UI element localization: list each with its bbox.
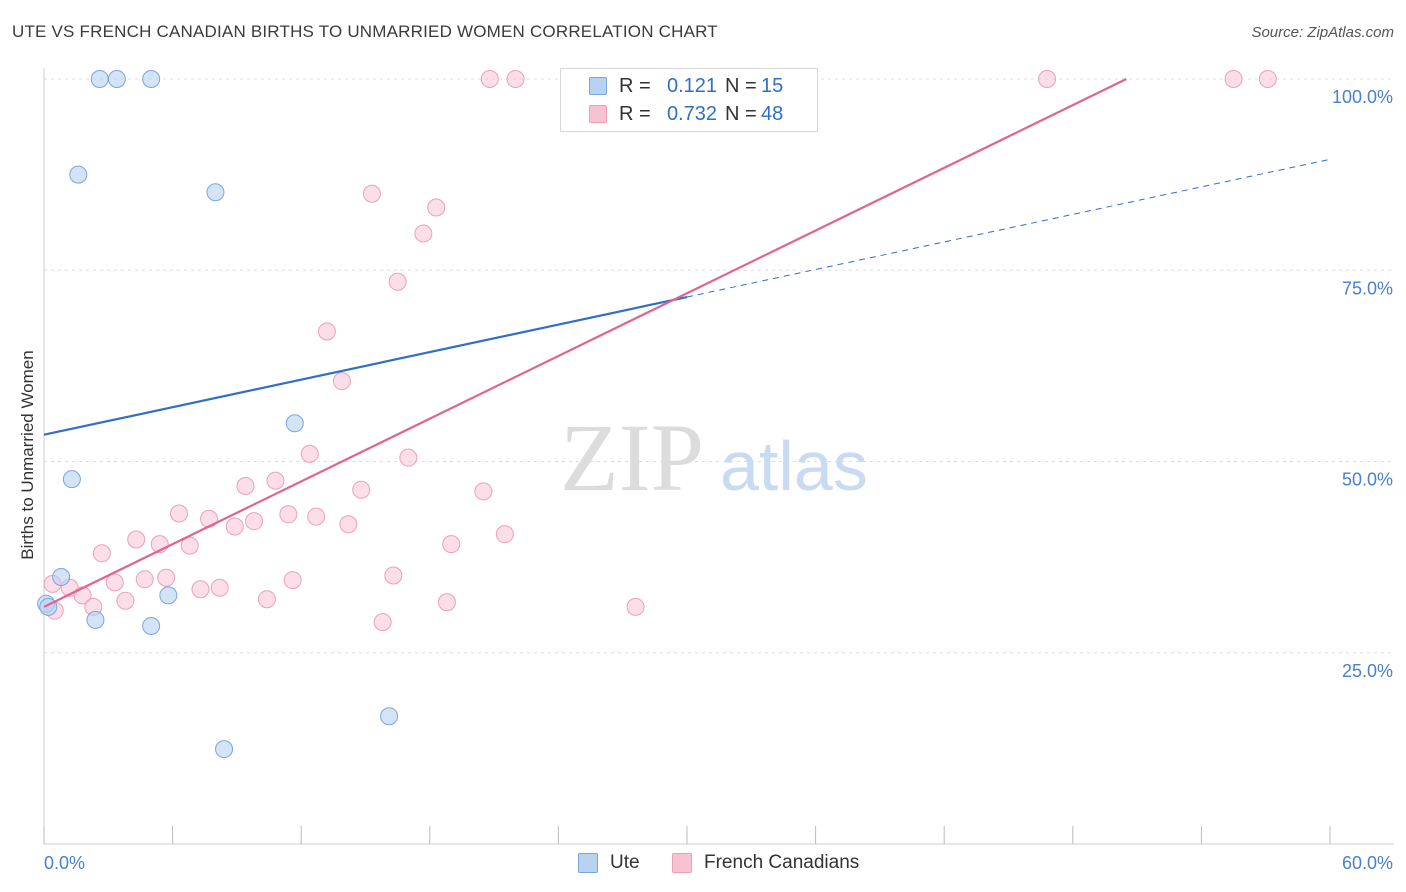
ute-point bbox=[380, 707, 399, 726]
ute-point bbox=[159, 586, 178, 605]
ute-point bbox=[142, 616, 161, 635]
n-value: 48 bbox=[761, 102, 784, 125]
r-label: R = bbox=[619, 102, 651, 125]
french-canadians-point bbox=[495, 525, 514, 544]
legend-row-french-canadians: R = 0.732 N = 48 bbox=[561, 101, 783, 127]
french-canadians-point bbox=[135, 570, 154, 589]
french-canadians-swatch-icon bbox=[672, 853, 692, 873]
chart-title: UTE VS FRENCH CANADIAN BIRTHS TO UNMARRI… bbox=[12, 22, 718, 41]
watermark-atlas: atlas bbox=[720, 427, 868, 505]
french-canadians-point bbox=[427, 198, 446, 217]
series-legend: Ute French Canadians bbox=[0, 852, 1406, 878]
french-canadians-point bbox=[437, 593, 456, 612]
french-canadians-point bbox=[191, 580, 210, 599]
n-label: N = bbox=[725, 74, 757, 97]
legend-item-french-canadians: French Canadians bbox=[672, 852, 859, 874]
french-canadians-point bbox=[180, 536, 199, 555]
french-canadians-point bbox=[225, 517, 244, 536]
french-canadians-point bbox=[317, 322, 336, 341]
french-canadians-point bbox=[339, 515, 358, 534]
french-canadians-point bbox=[1258, 70, 1277, 88]
legend-row-ute: R = 0.121 N = 15 bbox=[561, 73, 783, 99]
french-canadians-point bbox=[352, 480, 371, 499]
ute-point bbox=[206, 183, 225, 202]
y-tick-label: 75.0% bbox=[1342, 278, 1393, 298]
french-canadians-point bbox=[1224, 70, 1243, 88]
ute-trend-extension bbox=[686, 158, 1331, 298]
ute-point bbox=[86, 610, 105, 629]
ute-point bbox=[62, 470, 81, 489]
french-canadians-point bbox=[626, 597, 645, 616]
tick-label-layer: 25.0% 50.0% 75.0% 100.0% 0.0% 60.0% bbox=[44, 87, 1393, 873]
french-canadians-point bbox=[300, 444, 319, 463]
ute-point bbox=[69, 165, 88, 184]
french-canadians-point bbox=[373, 613, 392, 632]
y-tick-label: 100.0% bbox=[1332, 87, 1393, 107]
french-canadians-point bbox=[279, 505, 298, 524]
r-label: R = bbox=[619, 74, 651, 97]
x-tick-label: 60.0% bbox=[1342, 853, 1393, 873]
french-canadians-point bbox=[257, 590, 276, 609]
legend-label-french-canadians: French Canadians bbox=[704, 852, 860, 873]
french-canadians-point bbox=[200, 509, 219, 528]
n-label: N = bbox=[725, 102, 757, 125]
french-canadians-point bbox=[1038, 70, 1057, 88]
watermark: ZIP atlas bbox=[560, 404, 868, 511]
french-canadians-point bbox=[210, 578, 229, 597]
french-canadians-point bbox=[332, 372, 351, 391]
french-canadians-point bbox=[388, 272, 407, 291]
french-canadians-point bbox=[170, 504, 189, 523]
points-layer bbox=[37, 70, 1277, 759]
ute-point bbox=[285, 414, 304, 433]
trend-layer bbox=[43, 78, 1331, 608]
ute-swatch-icon bbox=[589, 77, 607, 95]
french-canadians-point bbox=[307, 507, 326, 526]
french-canadians-point bbox=[384, 566, 403, 585]
x-tick-label: 0.0% bbox=[44, 853, 85, 873]
ute-point bbox=[107, 70, 126, 88]
french-canadians-point bbox=[399, 448, 418, 467]
french-canadians-point bbox=[266, 471, 285, 490]
ute-swatch-icon bbox=[578, 853, 598, 873]
french-canadians-point bbox=[245, 512, 264, 531]
french-canadians-point bbox=[105, 573, 124, 592]
watermark-zip: ZIP bbox=[560, 404, 704, 511]
correlation-legend: R = 0.121 N = 15 R = 0.732 N = 48 bbox=[560, 68, 818, 132]
n-value: 15 bbox=[761, 74, 784, 97]
grid-layer bbox=[44, 78, 1394, 654]
french-canadians-point bbox=[116, 591, 135, 610]
y-tick-label: 50.0% bbox=[1342, 470, 1393, 490]
french-canadians-point bbox=[92, 544, 111, 563]
french-canadians-point bbox=[506, 70, 525, 88]
y-tick-label: 25.0% bbox=[1342, 661, 1393, 681]
source-label: Source: ZipAtlas.com bbox=[1251, 24, 1394, 41]
ute-point bbox=[52, 568, 71, 587]
legend-label-ute: Ute bbox=[610, 852, 640, 873]
french-canadians-point bbox=[414, 224, 433, 243]
french-canadians-point bbox=[236, 476, 255, 495]
legend-item-ute: Ute bbox=[578, 852, 640, 874]
ute-point bbox=[90, 70, 109, 88]
french-canadians-swatch-icon bbox=[589, 105, 607, 123]
axis-layer bbox=[43, 68, 1394, 845]
french-canadians-point bbox=[442, 535, 461, 554]
ute-point bbox=[215, 740, 234, 759]
french-canadians-point bbox=[474, 482, 493, 501]
ute-point bbox=[142, 70, 161, 88]
french-canadians-point bbox=[283, 571, 302, 590]
french-canadians-point bbox=[480, 70, 499, 88]
french-canadians-trend-line bbox=[43, 78, 1127, 608]
r-value: 0.732 bbox=[666, 102, 718, 125]
french-canadians-point bbox=[157, 568, 176, 587]
french-canadians-point bbox=[362, 184, 381, 203]
ute-trend-line bbox=[43, 295, 688, 436]
french-canadians-point bbox=[127, 530, 146, 549]
r-value: 0.121 bbox=[666, 74, 718, 97]
